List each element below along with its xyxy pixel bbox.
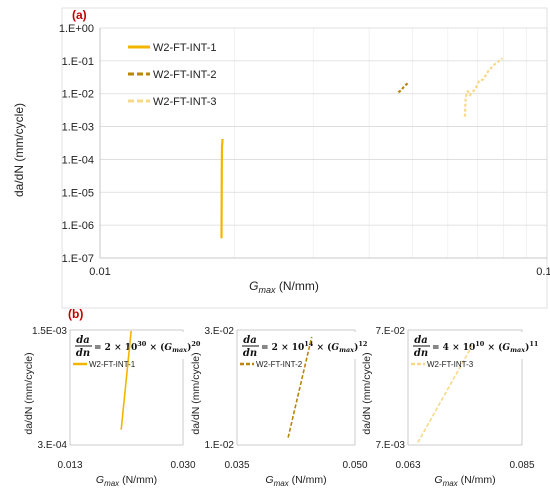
sub-y-tick-label: 1.E-02 — [205, 440, 235, 451]
main-y-tick-label: 1.E+00 — [59, 23, 94, 35]
equation-rhs: = 4 × 1010 × (Gmax)11 — [432, 340, 538, 354]
subplot-3: 7.E-03 7.E-02 0.063 0.085 da/dN (mm/cycle) Gm… — [361, 326, 538, 488]
sub-y-tick-label: 7.E-02 — [376, 326, 406, 337]
subplot-2: 1.E-02 3.E-02 0.035 0.050 da/dN (mm/cycle) Gm… — [190, 326, 368, 488]
main-x-label-g: G — [249, 279, 258, 293]
equation-denominator: dn — [243, 348, 257, 359]
equation-box — [410, 332, 528, 359]
main-y-tick-label: 1.E-04 — [62, 154, 94, 166]
sub-y-tick-label: 7.E-03 — [376, 440, 406, 451]
main-legend: W2-FT-INT-1 W2-FT-INT-2 W2-FT-INT-3 — [128, 42, 217, 108]
sub-legend-label-W2-FT-INT-3: W2-FT-INT-3 — [427, 360, 474, 369]
sub-series-line-W2-FT-INT-1 — [120, 330, 132, 430]
sub-legend-label-W2-FT-INT-2: W2-FT-INT-2 — [256, 360, 303, 369]
main-y-tick-label: 1.E-03 — [62, 122, 94, 134]
sub-x-tick-label: 0.035 — [224, 460, 249, 471]
main-x-tick-label: 0.10 — [536, 266, 550, 278]
main-series — [220, 57, 504, 239]
main-x-label-unit: (N/mm) — [276, 279, 319, 293]
sub-x-axis-label: Gmax (N/mm) — [265, 474, 326, 488]
equation-denominator: dn — [76, 348, 90, 359]
main-ticks: 1.E-07 1.E-06 1.E-05 1.E-04 1.E-03 1.E-02 1.E-… — [59, 23, 550, 278]
equation-numerator: da — [243, 335, 256, 346]
main-y-tick-label: 1.E-01 — [62, 56, 94, 68]
sub-x-axis-label: Gmax (N/mm) — [434, 474, 495, 488]
subplot-1: 3.E-04 1.5E-03 0.013 0.030 da/dN (mm/cycle) G… — [23, 326, 201, 488]
sub-x-tick-label: 0.050 — [342, 460, 367, 471]
equation-rhs: = 2 × 1014 × (Gmax)12 — [261, 340, 367, 354]
sub-series-line-W2-FT-INT-2 — [287, 336, 313, 438]
sub-y-axis-label: da/dN (mm/cycle) — [361, 352, 373, 434]
sub-y-axis-label: da/dN (mm/cycle) — [23, 352, 35, 434]
subplot-frame — [407, 329, 523, 446]
panel-label-b: (b) — [68, 307, 83, 321]
main-y-tick-label: 1.E-02 — [62, 89, 94, 101]
main-y-tick-label: 1.E-07 — [62, 253, 94, 265]
sub-x-tick-label: 0.030 — [170, 460, 195, 471]
legend-label-W2-FT-INT-1: W2-FT-INT-1 — [153, 42, 217, 54]
panel-label-a: (a) — [72, 8, 87, 22]
series-line-W2-FT-INT-1 — [220, 138, 224, 239]
sub-y-tick-label: 3.E-02 — [205, 326, 235, 337]
subplot-frame — [69, 329, 184, 446]
main-y-tick-label: 1.E-06 — [62, 220, 94, 232]
sub-series-line-W2-FT-INT-3 — [417, 345, 473, 443]
main-chart: (a) da/dN (mm/cycle) Gmax (N/mm) 1.E-071… — [12, 7, 550, 309]
equation-box — [239, 332, 357, 359]
equation-denominator: dn — [414, 348, 428, 359]
sub-x-axis-label: Gmax (N/mm) — [96, 474, 157, 488]
series-line-W2-FT-INT-3 — [463, 57, 504, 117]
legend-label-W2-FT-INT-2: W2-FT-INT-2 — [153, 69, 217, 81]
series-line-W2-FT-INT-2 — [397, 81, 410, 94]
equation-numerator: da — [414, 335, 427, 346]
sub-y-axis-label: da/dN (mm/cycle) — [190, 352, 202, 434]
subplot-frame — [236, 329, 356, 446]
main-x-axis-label: Gmax (N/mm) — [249, 279, 319, 295]
legend-label-W2-FT-INT-3: W2-FT-INT-3 — [153, 96, 217, 108]
sub-legend-label-W2-FT-INT-1: W2-FT-INT-1 — [89, 360, 136, 369]
equation-rhs: = 2 × 1030 × (Gmax)20 — [94, 340, 201, 354]
main-x-label-sub: max — [259, 285, 277, 295]
equation-numerator: da — [76, 335, 89, 346]
main-grid — [99, 27, 548, 259]
sub-x-tick-label: 0.063 — [395, 460, 420, 471]
sub-y-tick-label: 1.5E-03 — [32, 326, 67, 337]
sub-x-tick-label: 0.085 — [509, 460, 534, 471]
sub-y-tick-label: 3.E-04 — [38, 440, 68, 451]
main-plot-area — [61, 7, 548, 309]
main-x-tick-label: 0.01 — [89, 266, 110, 278]
main-y-axis-label: da/dN (mm/cycle) — [12, 103, 26, 197]
sub-x-tick-label: 0.013 — [57, 460, 82, 471]
main-y-tick-label: 1.E-05 — [62, 187, 94, 199]
